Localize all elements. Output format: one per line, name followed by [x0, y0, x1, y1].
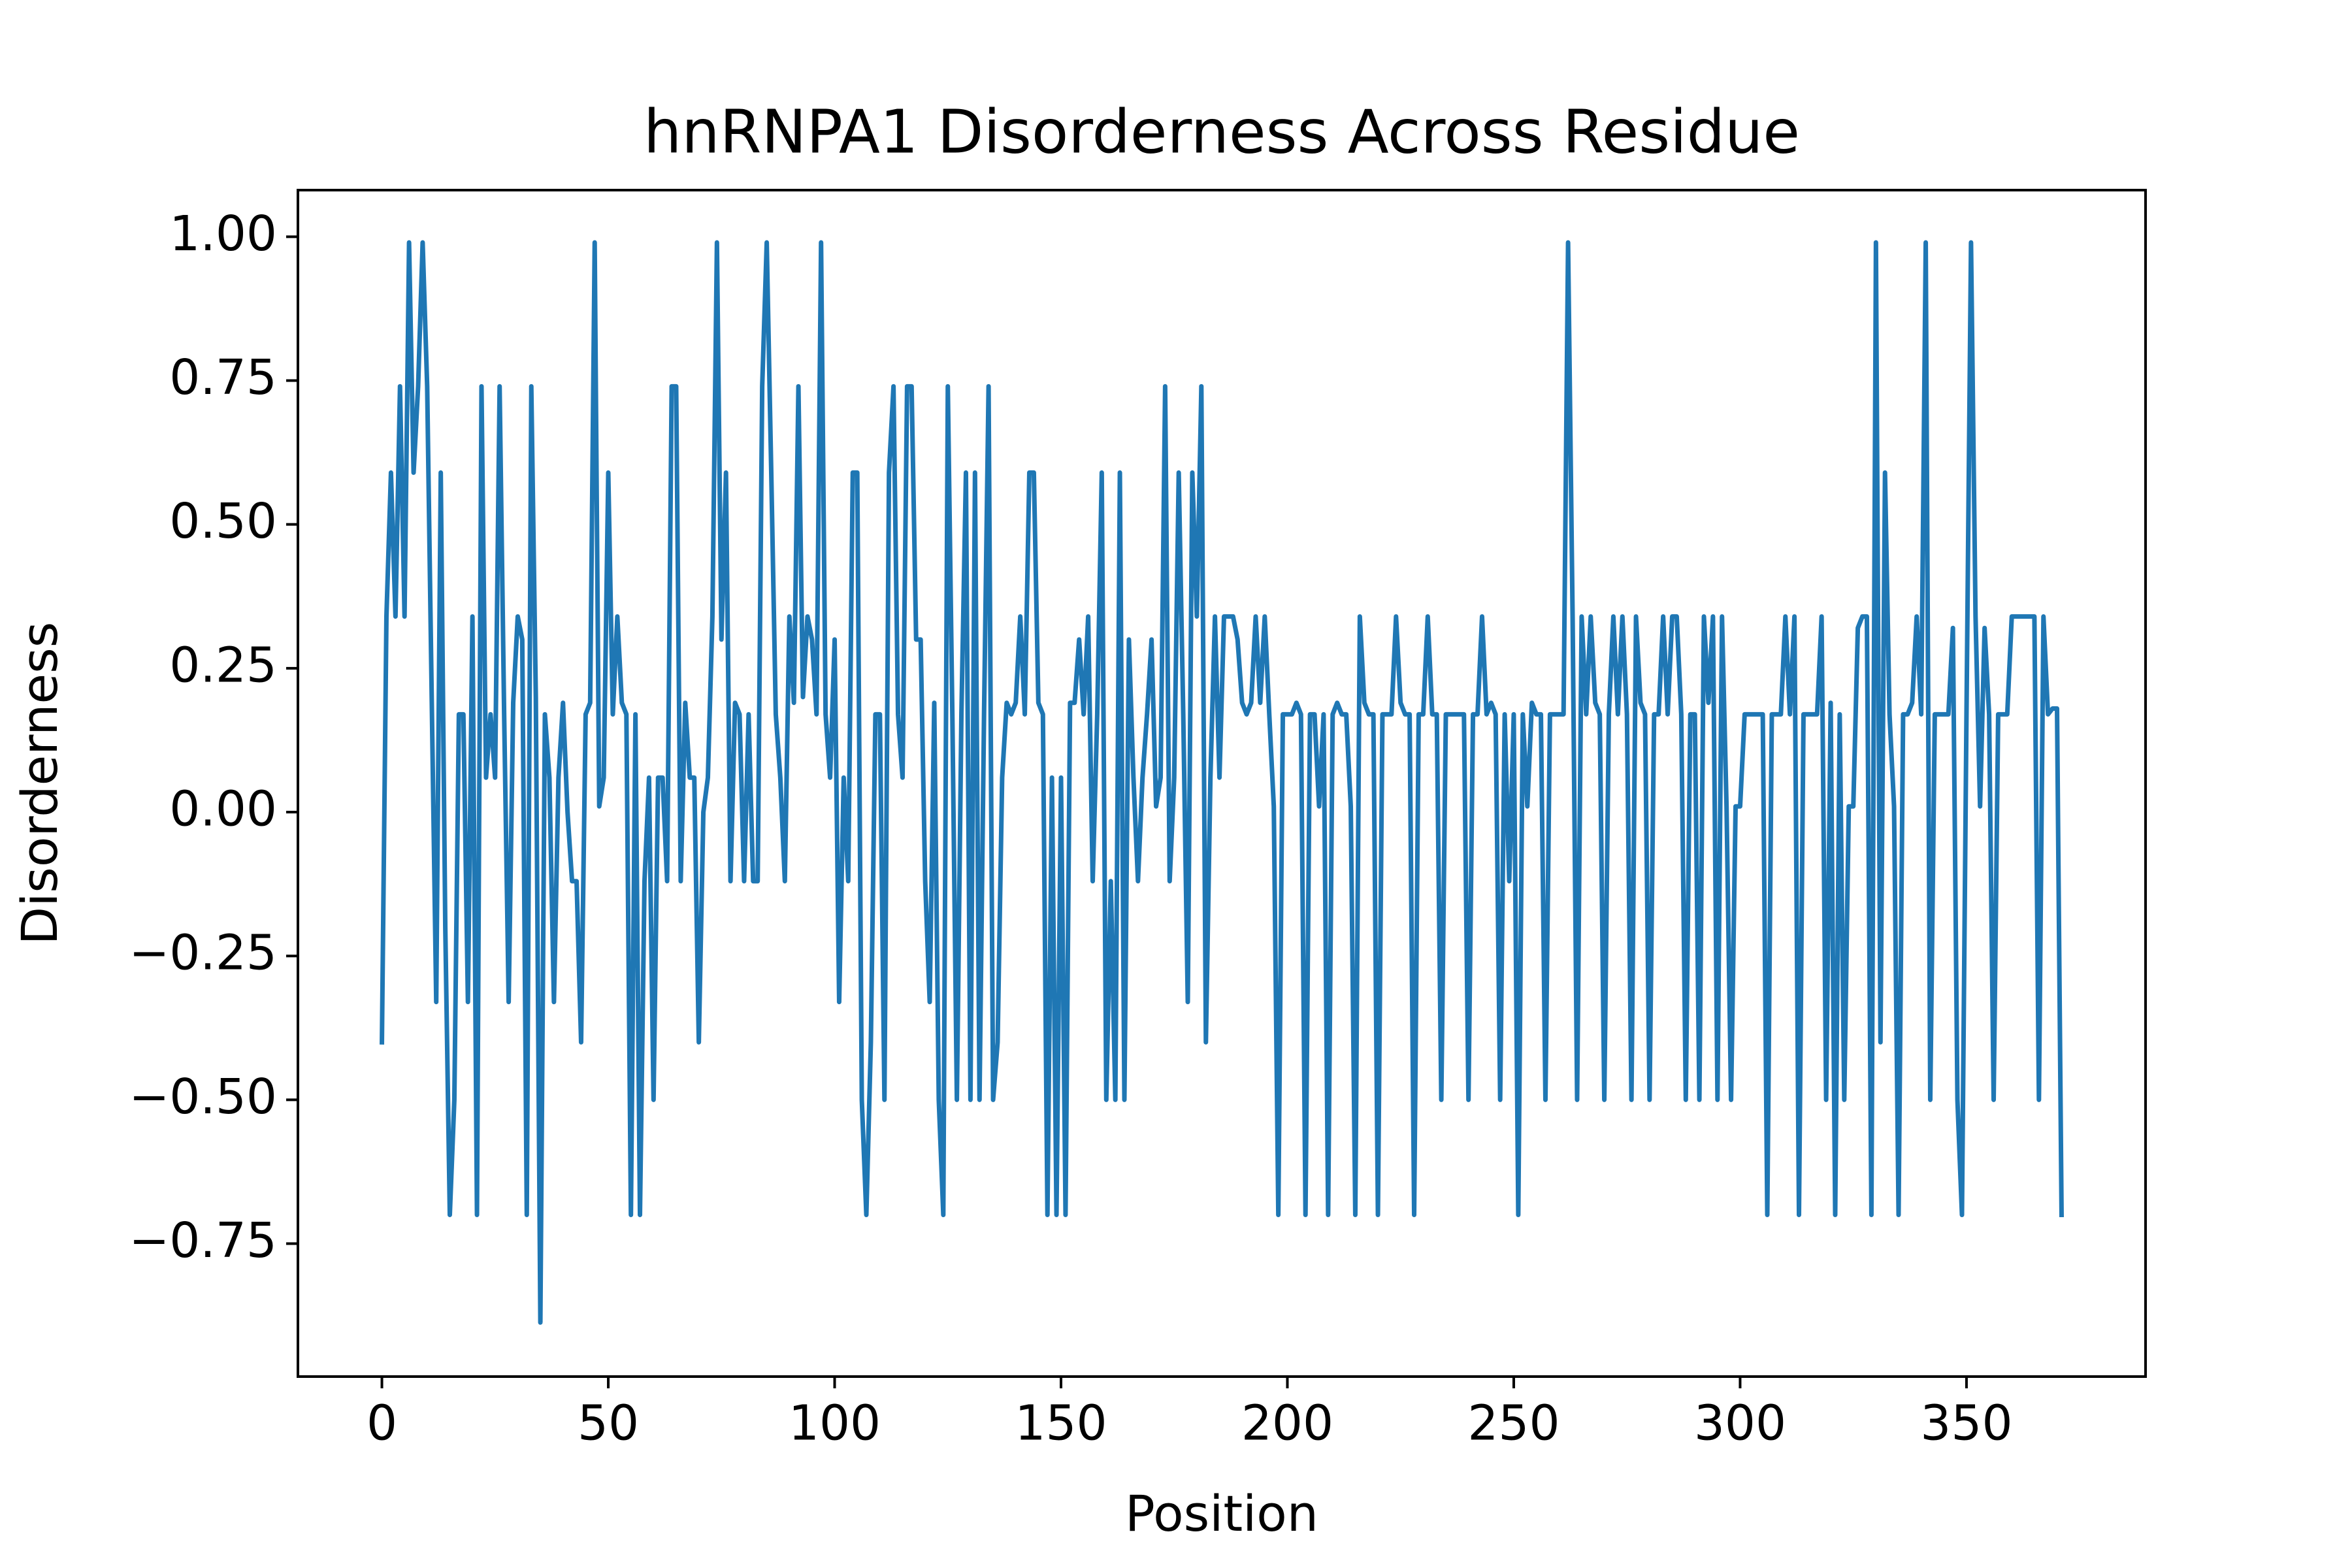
y-tick-label: −0.25 [129, 925, 277, 981]
x-tick-label: 250 [1467, 1396, 1560, 1452]
x-tick-label: 0 [367, 1396, 397, 1452]
x-tick-label: 350 [1920, 1396, 2012, 1452]
y-tick-label: −0.50 [129, 1069, 277, 1125]
x-tick-label: 50 [578, 1396, 639, 1452]
x-tick-label: 150 [1015, 1396, 1107, 1452]
x-tick-label: 100 [789, 1396, 881, 1452]
x-axis-label: Position [1125, 1484, 1318, 1543]
x-tick-label: 300 [1694, 1396, 1786, 1452]
chart-title: hnRNPA1 Disorderness Across Residue [644, 97, 1800, 167]
y-tick-label: 0.00 [169, 781, 277, 838]
x-tick-label: 200 [1241, 1396, 1333, 1452]
axes-frame [297, 189, 2147, 1378]
y-tick-label: 0.75 [169, 350, 277, 406]
y-tick-label: 1.00 [169, 206, 277, 262]
y-tick-label: −0.75 [129, 1213, 277, 1269]
y-tick-label: 0.50 [169, 493, 277, 549]
data-line [380, 240, 2064, 1325]
plot-area [380, 240, 2064, 1325]
y-axis-label: Disorderness [10, 622, 69, 945]
y-tick-label: 0.25 [169, 637, 277, 693]
